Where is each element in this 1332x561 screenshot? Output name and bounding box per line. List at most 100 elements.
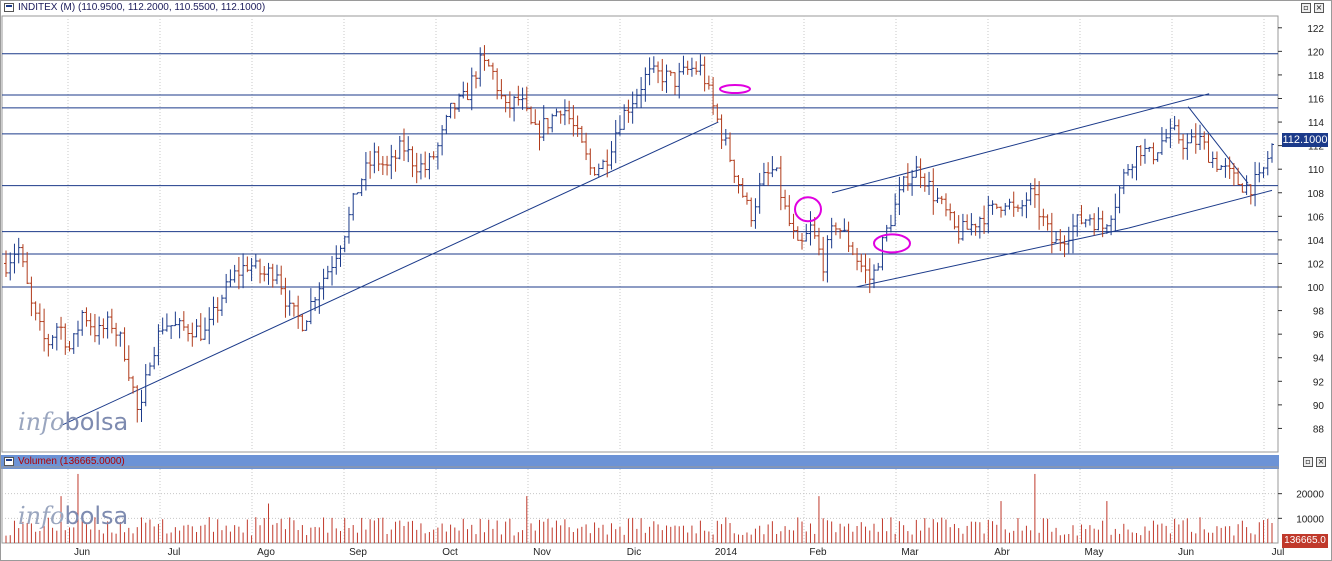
price-bar [1032, 178, 1037, 208]
price-bar [533, 109, 538, 125]
price-bar [639, 77, 644, 108]
price-bar [867, 258, 872, 294]
price-bar [871, 264, 876, 289]
volume-panel-header: Volumen (136665.0000) ▫ × [1, 455, 1326, 469]
price-bar [219, 294, 224, 316]
price-bar [372, 142, 377, 174]
price-bar [634, 88, 639, 108]
price-bar [761, 162, 766, 186]
price-bar [685, 60, 690, 75]
gap-marker [873, 233, 911, 254]
price-bar [330, 256, 335, 286]
trendline [1128, 189, 1273, 229]
price-tick-label: 112 [1308, 142, 1324, 153]
price-bar [1126, 164, 1131, 176]
price-bar [245, 256, 250, 273]
price-bar [1011, 191, 1016, 217]
price-bar [461, 81, 466, 99]
month-tick-label: Mar [901, 547, 919, 558]
price-bar [296, 295, 301, 329]
price-bar [1240, 183, 1245, 193]
price-bar [160, 317, 165, 335]
price-bar [1155, 152, 1160, 162]
price-bar [211, 296, 216, 326]
price-bar [1189, 129, 1194, 144]
price-bar [579, 125, 584, 143]
price-tick-label: 94 [1313, 354, 1325, 365]
price-bar [376, 146, 381, 172]
price-bar [774, 167, 779, 172]
price-tick-label: 98 [1313, 307, 1325, 318]
price-bar [1024, 192, 1029, 219]
volume-panel-title: Volumen (136665.0000) [18, 456, 125, 467]
price-bar [490, 62, 495, 80]
price-bar [647, 57, 652, 86]
price-bar [757, 172, 762, 214]
price-bar [943, 193, 948, 217]
month-tick-label: Nov [533, 547, 551, 558]
price-bar [681, 55, 686, 75]
price-bar [1062, 235, 1067, 258]
price-tick-label: 110 [1308, 165, 1324, 176]
price-bar [1159, 127, 1164, 155]
month-tick-label: Feb [809, 547, 827, 558]
volume-tick-label: 10000 [1296, 514, 1324, 525]
price-bar [575, 115, 580, 137]
price-bar [118, 331, 123, 347]
price-bar [744, 192, 749, 205]
price-bar [334, 245, 339, 275]
price-bar [897, 176, 902, 216]
price-bar [270, 263, 275, 288]
price-bar [139, 389, 144, 422]
restore-icon[interactable]: ▫ [1303, 457, 1313, 467]
price-bar [808, 211, 813, 246]
volume-plot-area [1, 466, 1279, 544]
price-bar [1265, 151, 1270, 176]
price-bar [1092, 213, 1097, 236]
price-bar [596, 163, 601, 178]
price-bar [1121, 168, 1126, 195]
price-bar [821, 236, 826, 282]
price-bar [418, 153, 423, 180]
price-bar [363, 152, 368, 191]
price-bar [1185, 133, 1190, 160]
price-bar [719, 114, 724, 149]
price-bar [482, 45, 487, 71]
price-bar [84, 307, 89, 327]
close-icon[interactable]: × [1316, 457, 1326, 467]
restore-icon[interactable]: ▫ [1301, 3, 1311, 13]
close-icon[interactable]: × [1314, 3, 1324, 13]
price-bar [486, 59, 491, 67]
price-bar [1079, 205, 1084, 225]
price-bar [457, 93, 462, 112]
price-bar [266, 262, 271, 285]
price-bar [495, 68, 500, 100]
price-bar [766, 162, 771, 186]
price-bar [918, 158, 923, 188]
price-bar [1041, 208, 1046, 227]
price-bar [1096, 207, 1101, 231]
price-bar [562, 99, 567, 126]
price-bar [1117, 185, 1122, 214]
price-bar [791, 213, 796, 239]
price-bar [207, 307, 212, 345]
price-bar [1214, 151, 1219, 172]
price-bar [529, 106, 534, 125]
price-bar [825, 235, 830, 283]
price-bar [406, 136, 411, 163]
price-bar [478, 47, 483, 87]
price-bar [592, 167, 597, 176]
price-bar [524, 86, 529, 112]
price-bar [783, 189, 788, 210]
price-bar [97, 316, 102, 345]
price-bar [503, 95, 508, 113]
price-bar [46, 333, 51, 357]
price-bar [1202, 131, 1207, 150]
price-bar [702, 56, 707, 92]
price-bar [59, 316, 64, 340]
price-bar [973, 223, 978, 236]
price-bar [389, 144, 394, 180]
price-bar [986, 195, 991, 234]
price-bar [948, 203, 953, 221]
price-bar [71, 333, 76, 354]
